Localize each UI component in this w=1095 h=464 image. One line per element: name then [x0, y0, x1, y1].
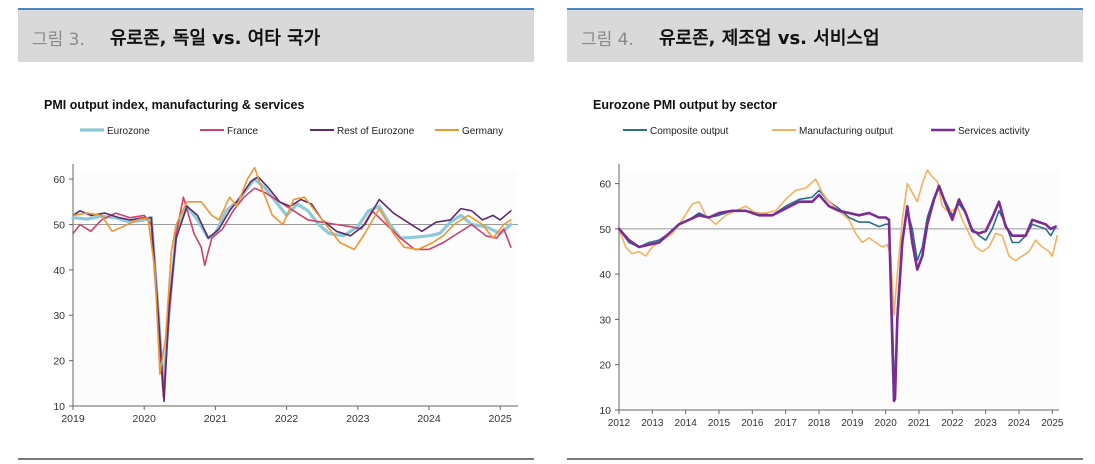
- x-tick-label: 2024: [417, 413, 441, 425]
- legend-label: Services activity: [958, 126, 1030, 137]
- x-tick-label: 2020: [875, 418, 898, 428]
- x-tick-label: 2025: [489, 413, 513, 425]
- figure-3-panel: 그림 3. 유로존, 독일 vs. 여타 국가 PMI output index…: [18, 8, 534, 460]
- x-tick-label: 2023: [346, 413, 370, 425]
- figure-number: 그림 4.: [581, 30, 634, 50]
- figure-number: 그림 3.: [32, 30, 85, 50]
- x-tick-label: 2018: [808, 418, 831, 428]
- legend-label: Rest of Eurozone: [337, 126, 415, 137]
- x-tick-label: 2023: [975, 418, 998, 428]
- figure-header: 그림 3. 유로존, 독일 vs. 여타 국가: [18, 8, 534, 62]
- x-tick-label: 2021: [204, 413, 228, 425]
- series-line-rest-of-eurozone: [72, 176, 512, 403]
- y-tick-label: 10: [599, 405, 611, 417]
- x-tick-label: 2012: [608, 418, 631, 428]
- legend-label: Eurozone: [107, 126, 150, 137]
- y-tick-label: 40: [599, 269, 611, 281]
- x-tick-label: 2013: [641, 418, 664, 428]
- bottom-rule: [567, 458, 1083, 460]
- x-tick-label: 2024: [1008, 418, 1031, 428]
- y-tick-label: 50: [599, 224, 611, 236]
- y-tick-label: 20: [599, 360, 611, 372]
- x-tick-label: 2022: [275, 413, 299, 425]
- chart-title: PMI output index, manufacturing & servic…: [44, 98, 305, 112]
- series-line-manufacturing-output: [618, 169, 1059, 316]
- x-tick-label: 2025: [1041, 418, 1064, 428]
- figure-4-panel: 그림 4. 유로존, 제조업 vs. 서비스업 Eurozone PMI out…: [567, 8, 1083, 460]
- y-tick-label: 60: [599, 179, 611, 191]
- figure-title: 유로존, 독일 vs. 여타 국가: [110, 28, 321, 49]
- legend-label: France: [227, 126, 259, 137]
- chart-title: Eurozone PMI output by sector: [593, 98, 777, 112]
- plot-area: [619, 170, 1059, 410]
- x-tick-label: 2014: [675, 418, 698, 428]
- plot-area: [73, 170, 518, 406]
- pmi-sector-chart: Eurozone PMI output by sector Composite o…: [593, 98, 1064, 428]
- x-tick-label: 2020: [133, 413, 157, 425]
- legend-label: Germany: [462, 126, 503, 137]
- series-line-germany: [72, 166, 512, 376]
- series-line-services-activity: [617, 184, 1058, 403]
- x-tick-label: 2021: [908, 418, 931, 428]
- x-tick-label: 2019: [841, 418, 864, 428]
- x-tick-label: 2019: [61, 413, 85, 425]
- legend-label: Composite output: [650, 126, 729, 137]
- x-tick-label: 2022: [941, 418, 964, 428]
- y-tick-label: 60: [53, 174, 65, 186]
- y-tick-label: 30: [53, 310, 65, 322]
- pmi-country-chart: PMI output index, manufacturing & servic…: [44, 98, 518, 425]
- y-tick-label: 50: [53, 219, 65, 231]
- y-tick-label: 30: [599, 314, 611, 326]
- x-tick-label: 2017: [775, 418, 798, 428]
- figure-header: 그림 4. 유로존, 제조업 vs. 서비스업: [567, 8, 1083, 62]
- bottom-rule: [18, 458, 534, 460]
- figure-title: 유로존, 제조업 vs. 서비스업: [659, 28, 880, 49]
- y-tick-label: 20: [53, 356, 65, 368]
- x-tick-label: 2015: [708, 418, 731, 428]
- y-tick-label: 40: [53, 265, 65, 277]
- y-tick-label: 10: [53, 401, 65, 413]
- legend-label: Manufacturing output: [799, 126, 893, 137]
- x-tick-label: 2016: [741, 418, 764, 428]
